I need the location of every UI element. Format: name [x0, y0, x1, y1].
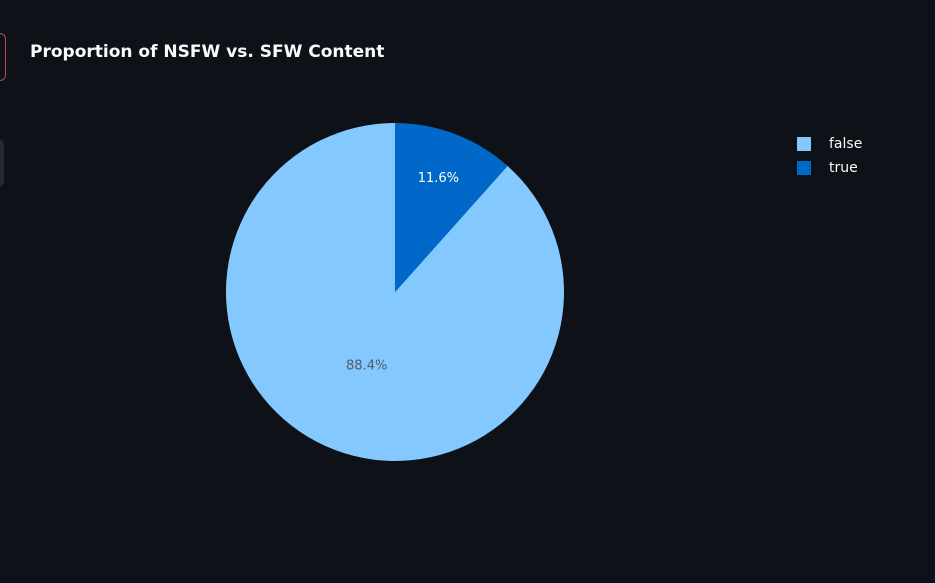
legend-swatch: [797, 161, 811, 175]
chart-legend: false true: [797, 132, 862, 180]
legend-label: false: [829, 136, 863, 152]
pie-slice-true[interactable]: [395, 123, 508, 292]
legend-label: true: [829, 160, 858, 176]
legend-swatch: [797, 137, 811, 151]
legend-item-false[interactable]: false: [797, 132, 862, 156]
slice-label-true: 11.6%: [418, 171, 459, 186]
sidebar-panel-edge[interactable]: [0, 139, 4, 187]
slice-label-false: 88.4%: [346, 359, 387, 374]
chart-title: Proportion of NSFW vs. SFW Content: [30, 42, 385, 62]
legend-item-true[interactable]: true: [797, 156, 862, 180]
